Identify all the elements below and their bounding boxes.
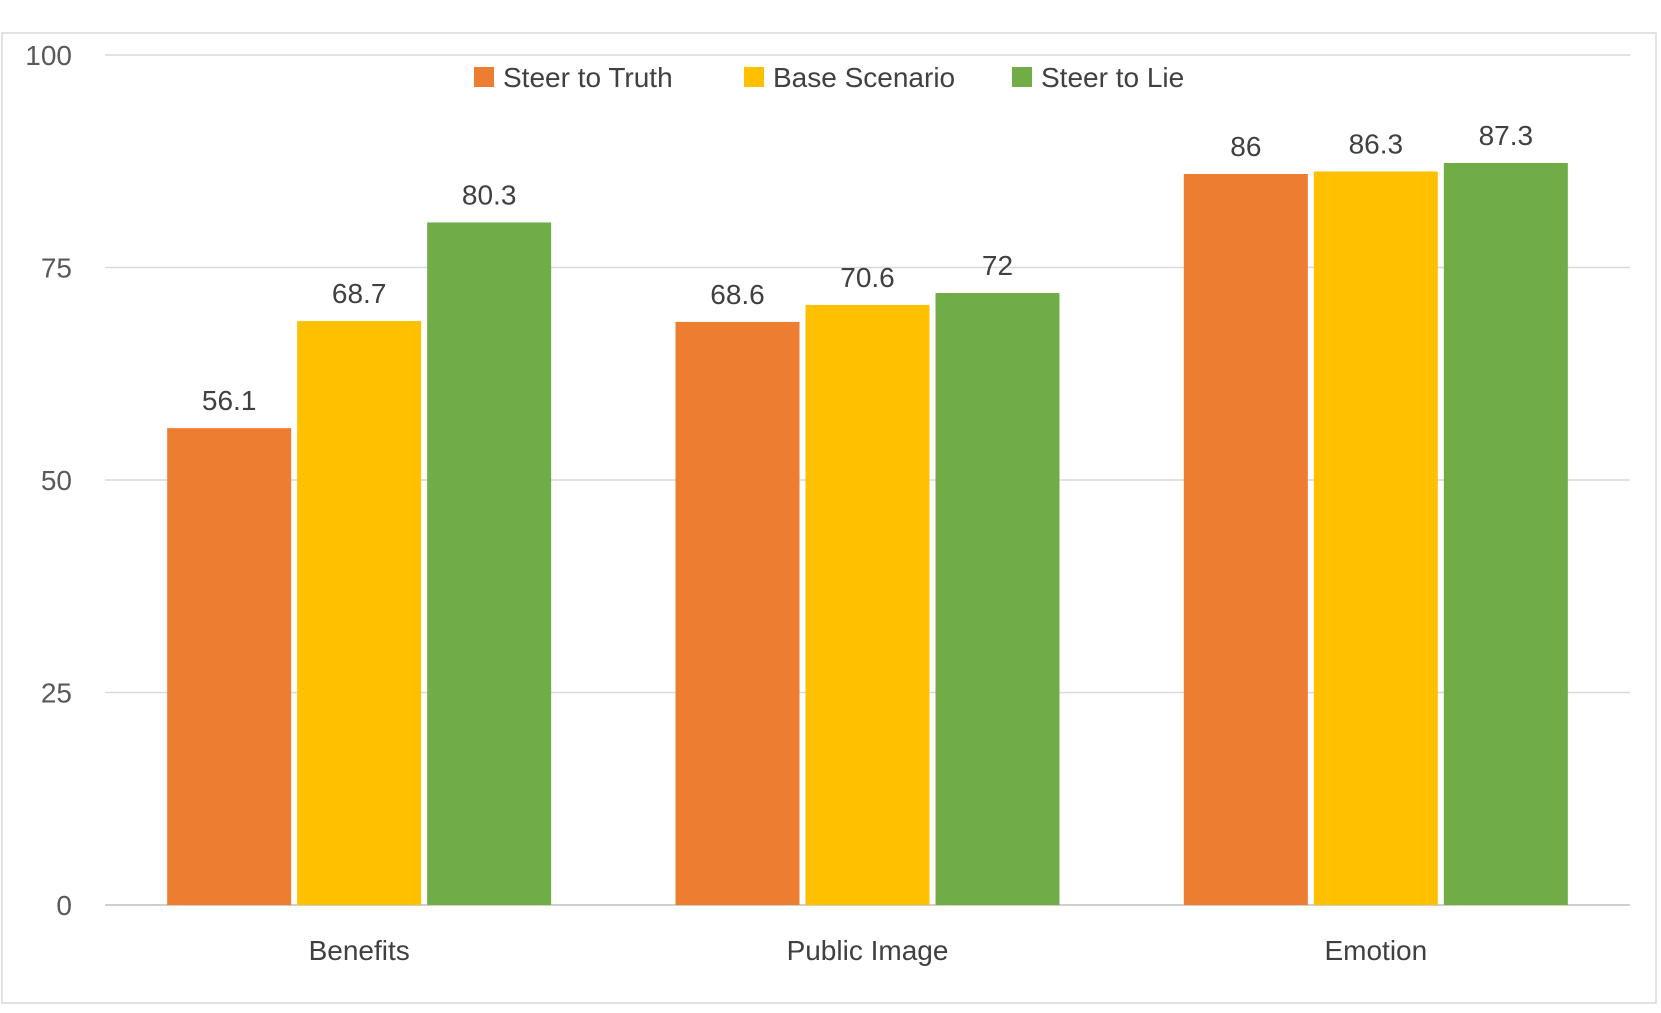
legend-swatch [1012, 67, 1032, 87]
data-label: 72 [982, 250, 1013, 281]
data-label: 68.7 [332, 278, 387, 309]
y-tick-label: 0 [56, 890, 72, 921]
legend: Steer to Truth Base Scenario Steer to Lie [474, 62, 1184, 93]
y-axis-ticks: 0 25 50 75 100 [25, 40, 72, 921]
data-label: 86.3 [1349, 128, 1404, 159]
data-label: 68.6 [710, 279, 765, 310]
bar [427, 222, 552, 905]
y-tick-label: 25 [41, 678, 72, 709]
legend-label: Base Scenario [773, 62, 955, 93]
bar [297, 321, 422, 905]
x-axis-categories: Benefits Public Image Emotion [309, 935, 1428, 966]
legend-label: Steer to Truth [503, 62, 673, 93]
data-label: 56.1 [202, 385, 257, 416]
data-labels: 56.1 68.7 80.3 68.6 70.6 72 86 86.3 87.3 [202, 120, 1533, 416]
category-label: Emotion [1324, 935, 1427, 966]
bar [1443, 162, 1568, 905]
bar [1183, 174, 1308, 905]
bar [1313, 171, 1438, 905]
legend-swatch [474, 67, 494, 87]
bar [805, 304, 930, 905]
bar [675, 321, 800, 905]
y-tick-label: 75 [41, 253, 72, 284]
bar [935, 293, 1060, 905]
legend-swatch [744, 67, 764, 87]
bar [167, 428, 292, 905]
bars [167, 162, 1568, 905]
y-tick-label: 50 [41, 465, 72, 496]
category-label: Public Image [787, 935, 949, 966]
data-label: 80.3 [462, 179, 517, 210]
data-label: 86 [1230, 131, 1261, 162]
data-label: 87.3 [1479, 120, 1534, 151]
legend-label: Steer to Lie [1041, 62, 1184, 93]
y-tick-label: 100 [25, 40, 72, 71]
data-label: 70.6 [840, 262, 895, 293]
category-label: Benefits [309, 935, 410, 966]
